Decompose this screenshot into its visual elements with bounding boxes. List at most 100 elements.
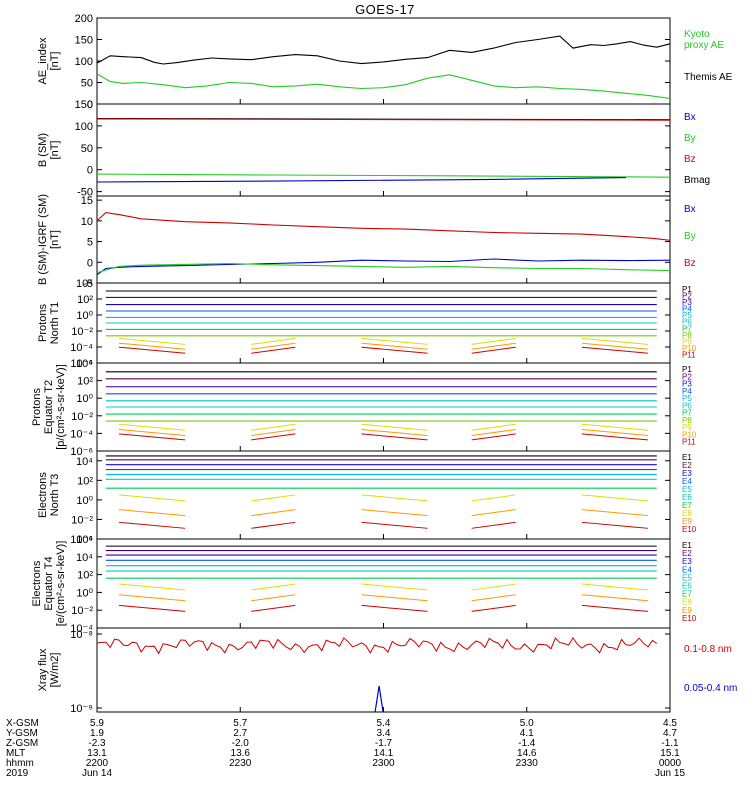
channel-segment-p_equator <box>361 423 428 431</box>
channel-segment-e_north <box>471 509 516 517</box>
legend-channel-p_north: P4 <box>682 305 692 314</box>
y-tick-label-e_north: 10² <box>77 475 93 487</box>
y-axis-label-e_equator: [e/(cm²-s-sr-keV)] <box>55 541 67 627</box>
legend-channel-p_equator: P11 <box>682 438 696 447</box>
legend-label-bdiff: Bx <box>684 204 696 215</box>
channel-segment-p_equator <box>251 423 296 431</box>
y-axis-label-e_equator: Equator T4 <box>43 556 55 610</box>
legend-channel-e_equator: E4 <box>682 565 692 574</box>
legend-channel-e_equator: E1 <box>682 541 692 550</box>
channel-segment-p_north <box>581 342 649 350</box>
legend-label-bsm: By <box>684 133 696 144</box>
channel-segment-e_equator <box>581 594 649 602</box>
legend-channel-p_north: P9 <box>682 337 692 346</box>
legend-channel-e_north: E1 <box>682 453 692 462</box>
y-tick-label-e_equator: 10⁻⁴ <box>70 623 93 635</box>
channel-segment-p_north <box>471 342 516 350</box>
orbit-row-label: X-GSM <box>6 718 39 729</box>
channel-segment-e_equator <box>118 594 186 602</box>
y-tick-label-p_north: 10⁻⁴ <box>70 342 93 354</box>
y-tick-label-e_equator: 10⁻² <box>71 605 93 617</box>
orbit-cell: 14.1 <box>374 748 394 759</box>
series-line-bdiff <box>96 262 671 274</box>
legend-channel-e_equator: E7 <box>682 590 692 599</box>
y-tick-label-e_north: 10⁴ <box>76 456 93 468</box>
legend-channel-e_north: E4 <box>682 477 692 486</box>
channel-segment-e_equator <box>581 583 649 591</box>
orbit-cell: 2330 <box>516 758 539 769</box>
y-tick-label-e_equator: 10² <box>77 570 93 582</box>
channel-segment-e_north <box>361 494 428 502</box>
orbit-cell: 2200 <box>86 758 109 769</box>
y-tick-label-p_north: 10⁻² <box>71 326 93 338</box>
legend-channel-p_north: P1 <box>682 285 692 294</box>
y-tick-label-ae: 50 <box>81 78 93 90</box>
panel-frame-bdiff <box>96 195 671 284</box>
channel-segment-e_equator <box>251 604 296 612</box>
orbit-row-label: hhmm <box>6 758 34 769</box>
channel-segment-e_equator <box>581 604 649 612</box>
y-tick-label-bsm: 50 <box>81 143 93 155</box>
legend-channel-e_north: E6 <box>682 493 692 502</box>
legend-label-xray: 0.1-0.8 nm <box>684 644 732 655</box>
channel-segment-e_north <box>361 521 428 529</box>
channel-segment-p_north <box>361 337 428 345</box>
orbit-row-label: Z-GSM <box>6 738 38 749</box>
orbit-cell: -2.3 <box>88 738 106 749</box>
channel-segment-p_north <box>251 342 296 350</box>
legend-channel-e_north: E2 <box>682 461 692 470</box>
y-tick-label-p_north: 10⁻⁶ <box>70 358 93 370</box>
legend-label-bdiff: Bz <box>684 258 696 269</box>
legend-label-ae: Themis AE <box>684 72 733 83</box>
channel-segment-p_north <box>118 346 186 354</box>
channel-segment-e_equator <box>471 604 516 612</box>
legend-channel-p_north: P2 <box>682 292 692 301</box>
channel-segment-p_north <box>118 337 186 345</box>
y-axis-label-p_north: Protons <box>37 304 49 342</box>
orbit-cell: 2300 <box>372 758 395 769</box>
legend-channel-e_equator: E2 <box>682 549 692 558</box>
channel-segment-e_north <box>581 494 649 502</box>
y-tick-label-e_north: 10⁻⁴ <box>70 534 93 546</box>
channel-segment-p_equator <box>471 429 516 437</box>
channel-segment-e_north <box>471 521 516 529</box>
channel-segment-p_equator <box>581 429 649 437</box>
orbit-row-label: MLT <box>6 748 25 759</box>
series-line-bdiff <box>96 258 671 276</box>
orbit-cell: 4.5 <box>663 718 677 729</box>
orbit-cell: 14.6 <box>517 748 537 759</box>
channel-segment-e_north <box>581 521 649 529</box>
y-tick-label-ae: 100 <box>75 56 93 68</box>
y-tick-label-e_equator: 10⁰ <box>76 587 93 599</box>
legend-label-bsm: Bmag <box>684 175 710 186</box>
y-tick-label-bsm: 0 <box>87 165 93 177</box>
orbit-cell: 5.4 <box>377 718 391 729</box>
legend-channel-p_equator: P1 <box>682 365 692 374</box>
channel-segment-e_equator <box>251 583 296 591</box>
channel-segment-e_equator <box>251 594 296 602</box>
series-line-ae <box>96 35 671 65</box>
legend-channel-e_north: E3 <box>682 469 692 478</box>
orbit-cell: 0000 <box>659 758 682 769</box>
y-axis-label-bdiff: [nT] <box>49 230 61 249</box>
y-tick-label-p_equator: 10⁻⁴ <box>70 428 93 440</box>
channel-segment-e_equator <box>118 604 186 612</box>
y-tick-label-bsm: 100 <box>75 121 93 133</box>
y-tick-label-ae: 0 <box>87 99 93 111</box>
y-tick-label-ae: 150 <box>75 35 93 47</box>
legend-channel-e_north: E5 <box>682 485 692 494</box>
channel-segment-e_equator <box>361 604 428 612</box>
legend-label-bsm: Bx <box>684 112 696 123</box>
series-line-ae <box>96 73 671 99</box>
orbit-cell: -2.0 <box>232 738 250 749</box>
y-tick-label-bdiff: 0 <box>87 257 93 269</box>
y-axis-label-e_north: Electrons <box>37 472 49 518</box>
y-axis-label-p_north: North T1 <box>49 302 61 345</box>
channel-segment-e_equator <box>471 594 516 602</box>
channel-segment-p_equator <box>118 429 186 437</box>
panel-frame-ae <box>96 17 671 105</box>
orbit-row-label: 2019 <box>6 768 29 779</box>
channel-segment-e_north <box>581 509 649 517</box>
legend-channel-e_equator: E5 <box>682 573 692 582</box>
